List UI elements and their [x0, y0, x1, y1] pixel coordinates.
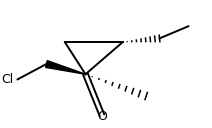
Text: O: O: [97, 110, 107, 123]
Text: Cl: Cl: [1, 73, 14, 86]
Polygon shape: [46, 61, 85, 74]
